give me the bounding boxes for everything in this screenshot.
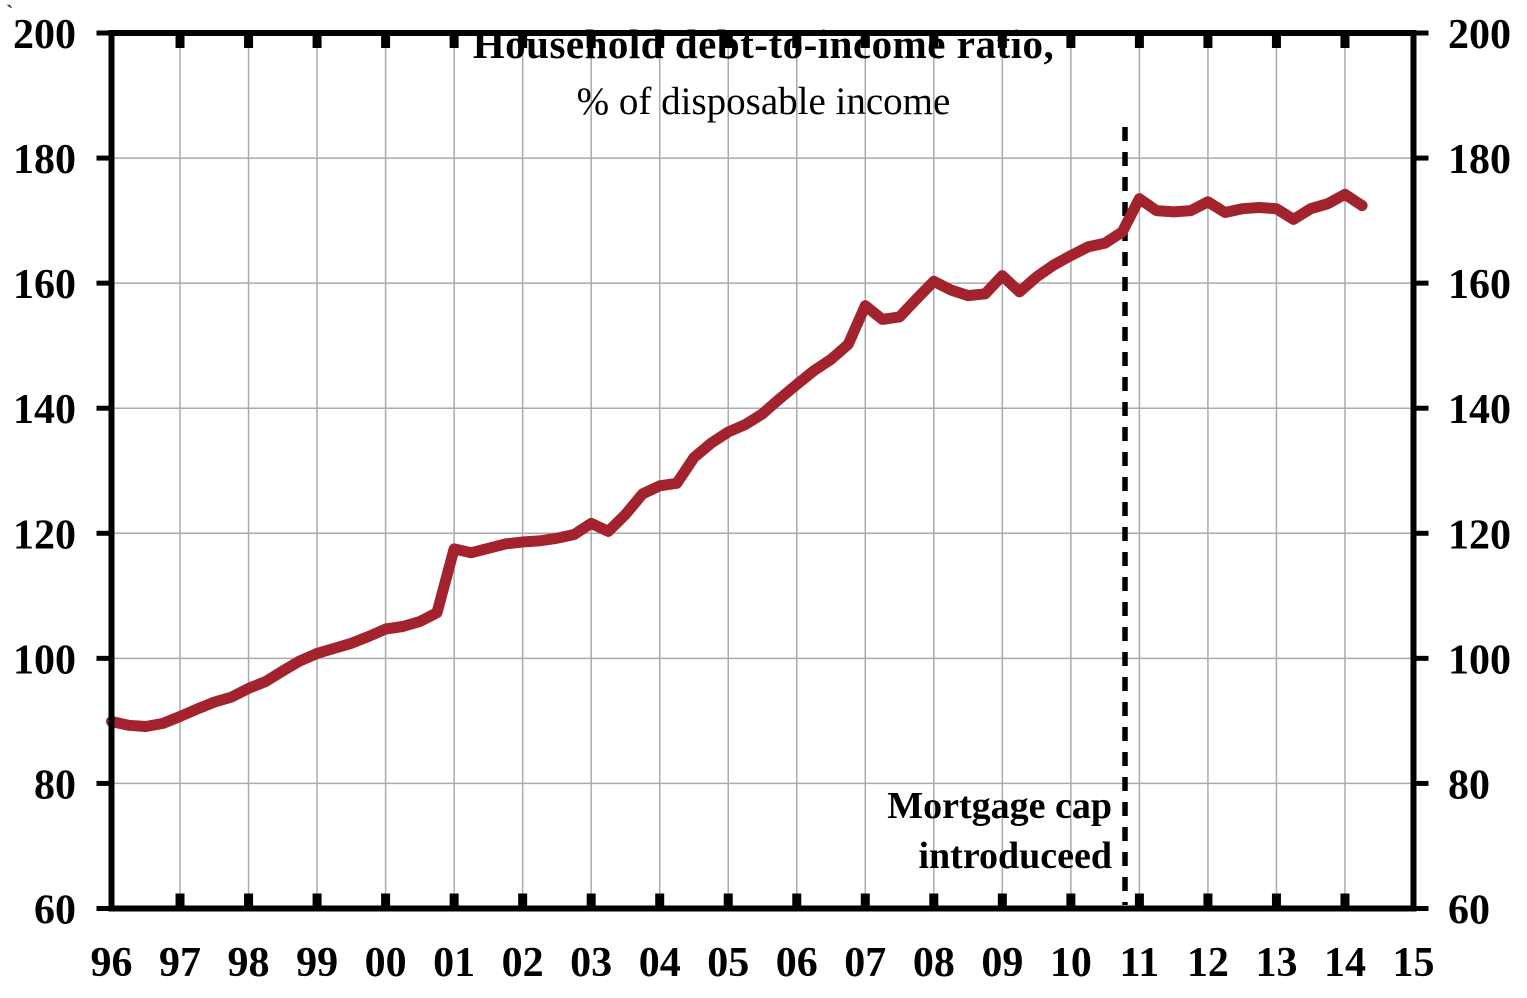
annotation-line-2: introduceed bbox=[918, 835, 1112, 877]
svg-text:180: 180 bbox=[1448, 137, 1511, 183]
svg-text:04: 04 bbox=[639, 940, 681, 986]
svg-text:09: 09 bbox=[981, 940, 1023, 986]
svg-text:99: 99 bbox=[296, 940, 338, 986]
svg-text:140: 140 bbox=[13, 387, 76, 433]
svg-text:06: 06 bbox=[776, 940, 818, 986]
svg-text:12: 12 bbox=[1187, 940, 1229, 986]
svg-text:80: 80 bbox=[34, 762, 76, 808]
svg-text:03: 03 bbox=[570, 940, 612, 986]
svg-text:00: 00 bbox=[365, 940, 407, 986]
svg-text:160: 160 bbox=[1448, 262, 1511, 308]
artifact-mark: ` bbox=[6, 0, 14, 25]
svg-text:120: 120 bbox=[13, 512, 76, 558]
svg-text:05: 05 bbox=[707, 940, 749, 986]
svg-text:80: 80 bbox=[1448, 762, 1490, 808]
svg-text:98: 98 bbox=[228, 940, 270, 986]
annotation-mortgage-cap: Mortgage cap introduceed bbox=[887, 781, 1112, 881]
svg-text:96: 96 bbox=[91, 940, 133, 986]
svg-text:02: 02 bbox=[502, 940, 544, 986]
svg-text:200: 200 bbox=[13, 12, 76, 58]
annotation-line-1: Mortgage cap bbox=[887, 785, 1112, 827]
svg-text:160: 160 bbox=[13, 262, 76, 308]
svg-text:01: 01 bbox=[433, 940, 475, 986]
svg-text:100: 100 bbox=[13, 637, 76, 683]
svg-text:10: 10 bbox=[1050, 940, 1092, 986]
chart-subtitle: % of disposable income bbox=[576, 80, 951, 123]
svg-text:120: 120 bbox=[1448, 512, 1511, 558]
svg-text:14: 14 bbox=[1324, 940, 1366, 986]
svg-text:60: 60 bbox=[1448, 888, 1490, 934]
chart-title: Household debt-to-income ratio, bbox=[472, 21, 1055, 67]
svg-text:11: 11 bbox=[1120, 940, 1160, 986]
svg-text:100: 100 bbox=[1448, 637, 1511, 683]
svg-text:140: 140 bbox=[1448, 387, 1511, 433]
svg-text:180: 180 bbox=[13, 137, 76, 183]
svg-text:15: 15 bbox=[1393, 940, 1435, 986]
svg-text:97: 97 bbox=[159, 940, 201, 986]
svg-text:13: 13 bbox=[1255, 940, 1297, 986]
svg-text:08: 08 bbox=[913, 940, 955, 986]
svg-text:200: 200 bbox=[1448, 12, 1511, 58]
svg-text:07: 07 bbox=[844, 940, 886, 986]
svg-text:60: 60 bbox=[34, 888, 76, 934]
